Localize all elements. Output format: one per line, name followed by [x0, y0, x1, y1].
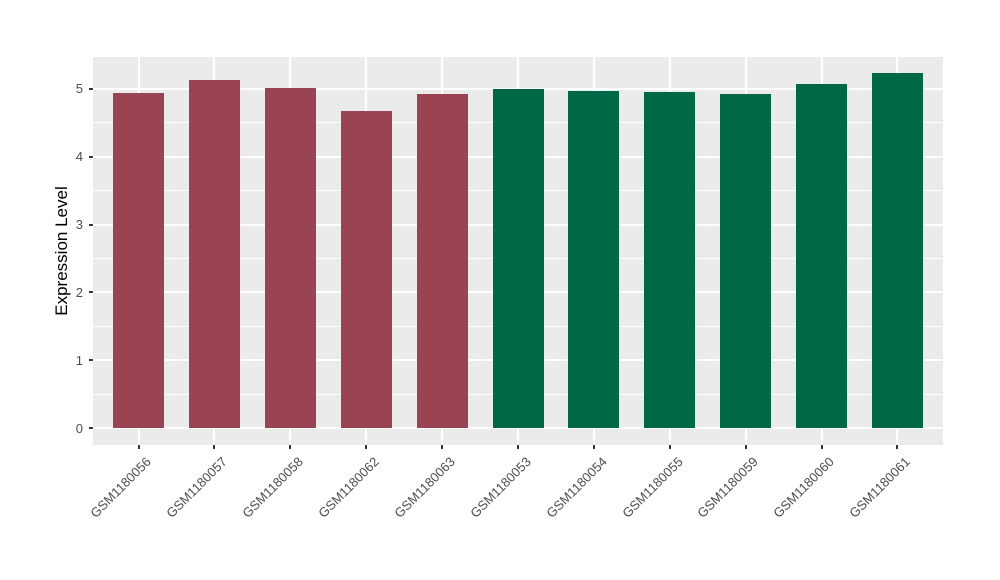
x-tick-label-GSM1180060: GSM1180060	[770, 454, 838, 521]
y-tick-label-4: 4	[75, 149, 83, 165]
y-tick-mark-3	[89, 223, 93, 226]
x-tick-mark-GSM1180056	[137, 445, 140, 449]
x-tick-mark-GSM1180057	[213, 445, 216, 449]
bar-GSM1180057	[188, 80, 240, 429]
bar-GSM1180063	[416, 93, 468, 429]
y-tick-label-1: 1	[75, 352, 83, 368]
bar-GSM1180055	[644, 91, 696, 429]
bar-GSM1180053	[492, 88, 544, 429]
x-tick-label-GSM1180055: GSM1180055	[618, 454, 686, 521]
x-tick-mark-GSM1180061	[896, 445, 899, 449]
y-tick-label-2: 2	[75, 284, 83, 300]
x-tick-mark-GSM1180053	[517, 445, 519, 449]
x-tick-label-GSM1180062: GSM1180062	[315, 454, 382, 521]
x-tick-mark-GSM1180060	[820, 445, 823, 449]
bar-GSM1180062	[340, 110, 392, 429]
x-tick-label-GSM1180054: GSM1180054	[542, 454, 610, 521]
x-tick-mark-GSM1180063	[441, 445, 444, 449]
x-tick-mark-GSM1180062	[365, 445, 368, 449]
y-tick-label-5: 5	[75, 81, 83, 97]
x-tick-label-GSM1180059: GSM1180059	[694, 454, 762, 521]
bar-GSM1180059	[720, 93, 772, 429]
x-tick-label-GSM1180057: GSM1180057	[163, 454, 231, 521]
y-tick-mark-4	[89, 155, 93, 158]
bar-GSM1180054	[568, 90, 620, 429]
x-tick-mark-GSM1180055	[668, 445, 671, 449]
y-tick-label-0: 0	[75, 420, 83, 436]
x-tick-mark-GSM1180058	[289, 445, 292, 449]
x-tick-mark-GSM1180054	[592, 445, 595, 449]
bar-GSM1180060	[796, 84, 848, 429]
x-tick-label-GSM1180063: GSM1180063	[391, 454, 458, 521]
x-tick-label-GSM1180058: GSM1180058	[239, 454, 306, 521]
bar-GSM1180061	[871, 73, 923, 429]
x-tick-label-GSM1180056: GSM1180056	[87, 454, 155, 521]
y-tick-mark-2	[89, 291, 93, 294]
x-tick-mark-GSM1180059	[744, 445, 747, 449]
y-tick-mark-1	[89, 359, 93, 362]
x-tick-label-GSM1180061: GSM1180061	[846, 454, 914, 521]
bar-GSM1180056	[113, 92, 165, 429]
y-tick-mark-0	[89, 427, 93, 430]
bar-GSM1180058	[264, 87, 316, 429]
x-tick-label-GSM1180053: GSM1180053	[466, 454, 534, 521]
y-tick-label-3: 3	[75, 217, 83, 233]
y-tick-mark-5	[89, 87, 93, 90]
plot-panel	[93, 57, 943, 445]
